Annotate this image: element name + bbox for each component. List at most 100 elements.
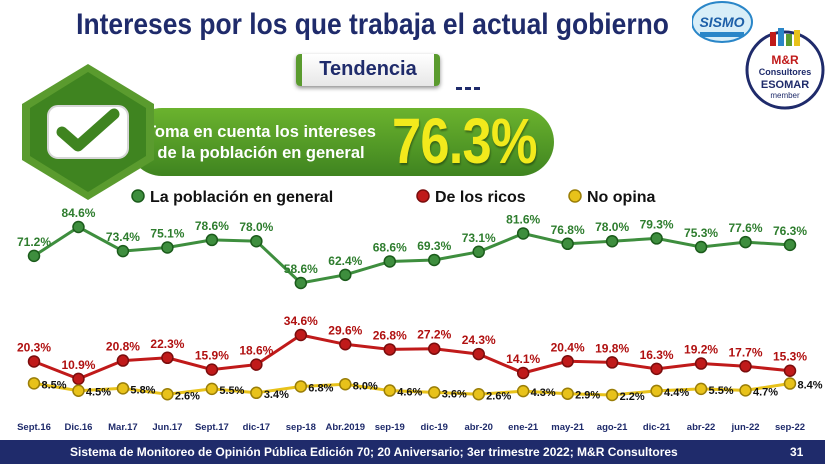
data-label-general: 78.0%	[595, 220, 629, 234]
data-label-ricos: 19.8%	[595, 341, 629, 355]
x-tick-label: abr-20	[464, 422, 493, 433]
trend-chart: La población en general De los ricos No …	[17, 189, 823, 433]
data-label-general: 79.3%	[640, 217, 674, 231]
legend-label-ricos: De los ricos	[435, 189, 526, 206]
data-point-general	[250, 234, 263, 248]
data-label-noopina: 8.4%	[797, 380, 822, 392]
data-point-ricos	[294, 328, 308, 342]
data-label-general: 58.6%	[284, 262, 318, 276]
data-point-ricos	[472, 347, 485, 361]
data-label-noopina: 8.0%	[353, 380, 378, 392]
legend-marker-general	[131, 189, 145, 203]
data-label-noopina: 8.5%	[41, 379, 66, 391]
data-point-general	[605, 234, 619, 248]
page-number: 31	[790, 445, 804, 459]
data-label-general: 78.0%	[239, 220, 273, 234]
data-label-noopina: 2.9%	[575, 390, 600, 402]
data-point-noopina	[783, 377, 797, 390]
data-point-noopina	[383, 384, 397, 397]
data-label-ricos: 15.9%	[195, 349, 229, 363]
x-tick-label: jun-22	[731, 422, 760, 433]
data-label-noopina: 5.8%	[130, 384, 155, 396]
data-label-general: 68.6%	[373, 240, 407, 254]
data-point-general	[27, 249, 41, 263]
x-tick-label: Abr.2019	[325, 422, 365, 433]
data-point-ricos	[205, 363, 219, 376]
x-tick-label: Sept.16	[17, 422, 51, 433]
data-label-general: 75.1%	[150, 226, 184, 240]
data-label-ricos: 15.3%	[773, 350, 807, 364]
data-label-ricos: 10.9%	[61, 358, 95, 372]
data-label-noopina: 4.6%	[397, 387, 422, 399]
data-label-ricos: 26.8%	[373, 328, 407, 342]
chart-data-labels: 71.2% 84.6% 73.4% 75.1% 78.6% 78.0% 58.6% 62.4%…	[17, 206, 823, 403]
data-point-general	[783, 238, 797, 252]
data-point-ricos	[516, 366, 530, 380]
page-title: Intereses por los que trabaja el actual …	[76, 8, 669, 41]
data-label-general: 76.8%	[551, 223, 585, 237]
data-label-noopina: 4.7%	[753, 386, 778, 398]
x-tick-label: Mar.17	[108, 422, 138, 433]
data-point-noopina	[339, 378, 352, 391]
x-tick-label: Dic.16	[64, 422, 92, 433]
series-line-noopina	[33, 381, 791, 397]
chart-legend: La población en general De los ricos No …	[131, 189, 656, 206]
data-label-noopina: 3.6%	[442, 388, 467, 400]
data-point-noopina	[427, 386, 441, 399]
chart-lines	[33, 225, 791, 397]
data-point-ricos	[694, 357, 708, 370]
data-point-general	[650, 232, 663, 245]
data-point-general	[694, 240, 708, 254]
company-name-2: Consultores	[759, 67, 812, 77]
data-point-general	[383, 255, 397, 268]
data-label-general: 78.6%	[195, 219, 229, 233]
data-label-noopina: 5.5%	[219, 385, 244, 397]
data-label-ricos: 29.6%	[328, 323, 362, 337]
data-label-ricos: 22.3%	[150, 337, 184, 351]
data-point-general	[116, 244, 130, 258]
data-point-noopina	[605, 388, 619, 402]
data-point-general	[72, 220, 85, 234]
data-label-ricos: 20.4%	[551, 340, 585, 354]
data-label-noopina: 2.6%	[175, 390, 200, 402]
x-tick-label: dic-19	[421, 422, 448, 433]
data-point-ricos	[339, 338, 352, 351]
data-point-general	[294, 276, 308, 290]
highlight-banner	[128, 108, 554, 176]
data-label-ricos: 34.6%	[284, 314, 318, 328]
data-label-general: 73.4%	[106, 230, 140, 244]
data-label-ricos: 16.3%	[640, 348, 674, 362]
x-tick-label: sep-19	[375, 422, 405, 433]
data-label-ricos: 19.2%	[684, 343, 718, 357]
series-line-ricos	[33, 333, 791, 381]
mr-logo-icon	[745, 28, 825, 110]
data-point-ricos	[561, 355, 574, 368]
sismo-text: SISMO	[699, 14, 744, 30]
company-name-1: M&R	[771, 53, 799, 67]
highlight-value: 76.3%	[392, 105, 538, 177]
data-point-noopina	[205, 382, 219, 396]
series-line-general	[33, 225, 791, 285]
x-tick-label: may-21	[551, 422, 584, 433]
data-point-noopina	[561, 387, 574, 400]
legend-marker-noopina	[568, 189, 582, 203]
x-tick-label: dic-17	[243, 422, 270, 433]
data-point-noopina	[116, 382, 130, 395]
logos: SISMO M&R Consultores ESOMAR member	[692, 1, 825, 110]
data-label-ricos: 20.3%	[17, 340, 51, 354]
data-label-noopina: 4.3%	[531, 387, 556, 399]
data-point-general	[561, 237, 574, 251]
checkmark-icon	[22, 64, 154, 200]
data-point-ricos	[605, 356, 619, 369]
chart-points	[27, 220, 797, 402]
decorative-lines-icon	[456, 87, 480, 90]
data-label-ricos: 27.2%	[417, 328, 451, 342]
data-label-general: 77.6%	[729, 221, 763, 235]
data-point-noopina	[650, 384, 663, 398]
highlight-line-1: Toma en cuenta los intereses	[146, 123, 376, 141]
data-point-ricos	[739, 360, 752, 373]
x-tick-label: abr-22	[687, 422, 716, 433]
data-point-ricos	[116, 354, 130, 367]
data-point-general	[472, 245, 485, 259]
data-label-noopina: 5.5%	[709, 385, 734, 397]
